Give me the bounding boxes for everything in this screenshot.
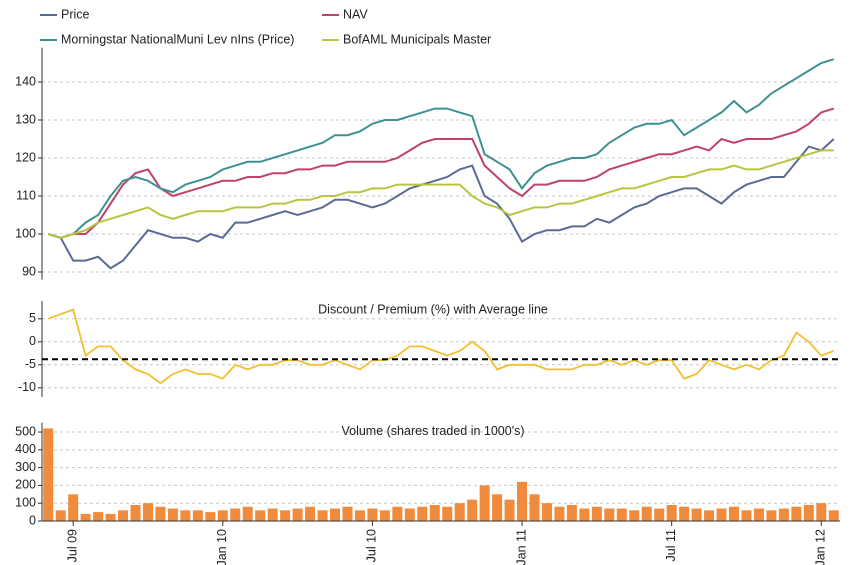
bar — [330, 508, 341, 521]
legend-label: Morningstar NationalMuni Lev nIns (Price… — [61, 32, 294, 46]
bar — [118, 510, 129, 521]
bar — [492, 494, 503, 521]
bar — [342, 506, 353, 521]
bar — [367, 508, 378, 521]
bar — [230, 508, 241, 521]
bar — [691, 508, 702, 521]
bar — [68, 494, 79, 521]
bar — [167, 508, 178, 521]
y-tick-label: 300 — [15, 460, 36, 474]
bar — [554, 506, 565, 521]
bar — [180, 510, 191, 521]
bar — [729, 506, 740, 521]
y-tick-label: -10 — [18, 380, 36, 394]
bar — [43, 428, 54, 521]
y-tick-label: 100 — [15, 496, 36, 510]
bar — [828, 510, 839, 521]
y-tick-label: 0 — [29, 334, 36, 348]
legend-label: Price — [61, 7, 90, 21]
bar — [629, 510, 640, 521]
line — [47, 58, 835, 239]
bar — [591, 506, 602, 521]
bar — [816, 503, 827, 521]
y-tick-label: 90 — [22, 264, 36, 278]
bar — [155, 506, 166, 521]
panel-title: Volume (shares traded in 1000's) — [341, 424, 524, 438]
line — [47, 138, 835, 270]
bar — [803, 504, 814, 521]
bar — [280, 510, 291, 521]
y-tick-label: 110 — [16, 188, 36, 202]
y-tick-label: -5 — [25, 357, 36, 371]
x-tick-label: Jul 09 — [65, 529, 79, 562]
bar — [205, 512, 216, 521]
x-tick-label: Jul 10 — [365, 529, 379, 562]
bar — [704, 510, 715, 521]
bar — [679, 506, 690, 521]
bar — [566, 504, 577, 521]
bar — [255, 510, 266, 521]
bar — [778, 508, 789, 521]
y-tick-label: 200 — [15, 478, 36, 492]
bar — [267, 508, 278, 521]
panel-title: Discount / Premium (%) with Average line — [318, 302, 548, 316]
bar — [541, 503, 552, 521]
line — [47, 107, 835, 239]
bar — [604, 508, 615, 521]
bar — [529, 494, 540, 521]
bar — [417, 506, 428, 521]
y-tick-label: 120 — [15, 150, 36, 164]
bar — [80, 513, 91, 521]
bar — [142, 503, 153, 521]
line — [47, 149, 834, 239]
bar — [354, 510, 365, 521]
y-tick-label: 100 — [15, 226, 36, 240]
y-tick-label: 140 — [15, 74, 36, 88]
y-tick-label: 130 — [15, 112, 36, 126]
bar — [392, 506, 403, 521]
line — [47, 308, 835, 385]
bar — [654, 508, 665, 521]
bar — [404, 508, 415, 521]
bar — [579, 508, 590, 521]
x-tick-label: Jul 11 — [664, 529, 678, 561]
bar — [716, 508, 727, 521]
bar — [504, 499, 515, 521]
bar — [479, 485, 490, 521]
bar — [305, 506, 316, 521]
x-tick-label: Jan 10 — [215, 529, 229, 565]
bar — [292, 508, 303, 521]
bar — [242, 506, 253, 521]
bar — [517, 481, 528, 521]
y-tick-label: 5 — [29, 311, 36, 325]
y-tick-label: 0 — [29, 513, 36, 527]
bar — [666, 504, 677, 521]
bar — [753, 508, 764, 521]
bar — [442, 506, 453, 521]
bar — [93, 512, 104, 521]
x-tick-label: Jan 12 — [814, 529, 828, 565]
x-tick-label: Jan 11 — [514, 529, 528, 565]
bar — [641, 506, 652, 521]
legend-label: NAV — [343, 7, 368, 21]
bar — [616, 508, 627, 521]
bar — [741, 510, 752, 521]
legend-label: BofAML Municipals Master — [343, 32, 491, 46]
bar — [467, 499, 478, 521]
bar — [379, 510, 390, 521]
y-tick-label: 500 — [15, 424, 36, 438]
bar — [317, 510, 328, 521]
bar — [130, 504, 141, 521]
bar — [766, 510, 777, 521]
bar — [217, 510, 228, 521]
bar — [55, 510, 66, 521]
y-tick-label: 400 — [15, 442, 36, 456]
bar — [791, 506, 802, 521]
bar — [429, 504, 440, 521]
bar — [192, 510, 203, 521]
bar — [105, 513, 116, 521]
bar — [454, 503, 465, 521]
